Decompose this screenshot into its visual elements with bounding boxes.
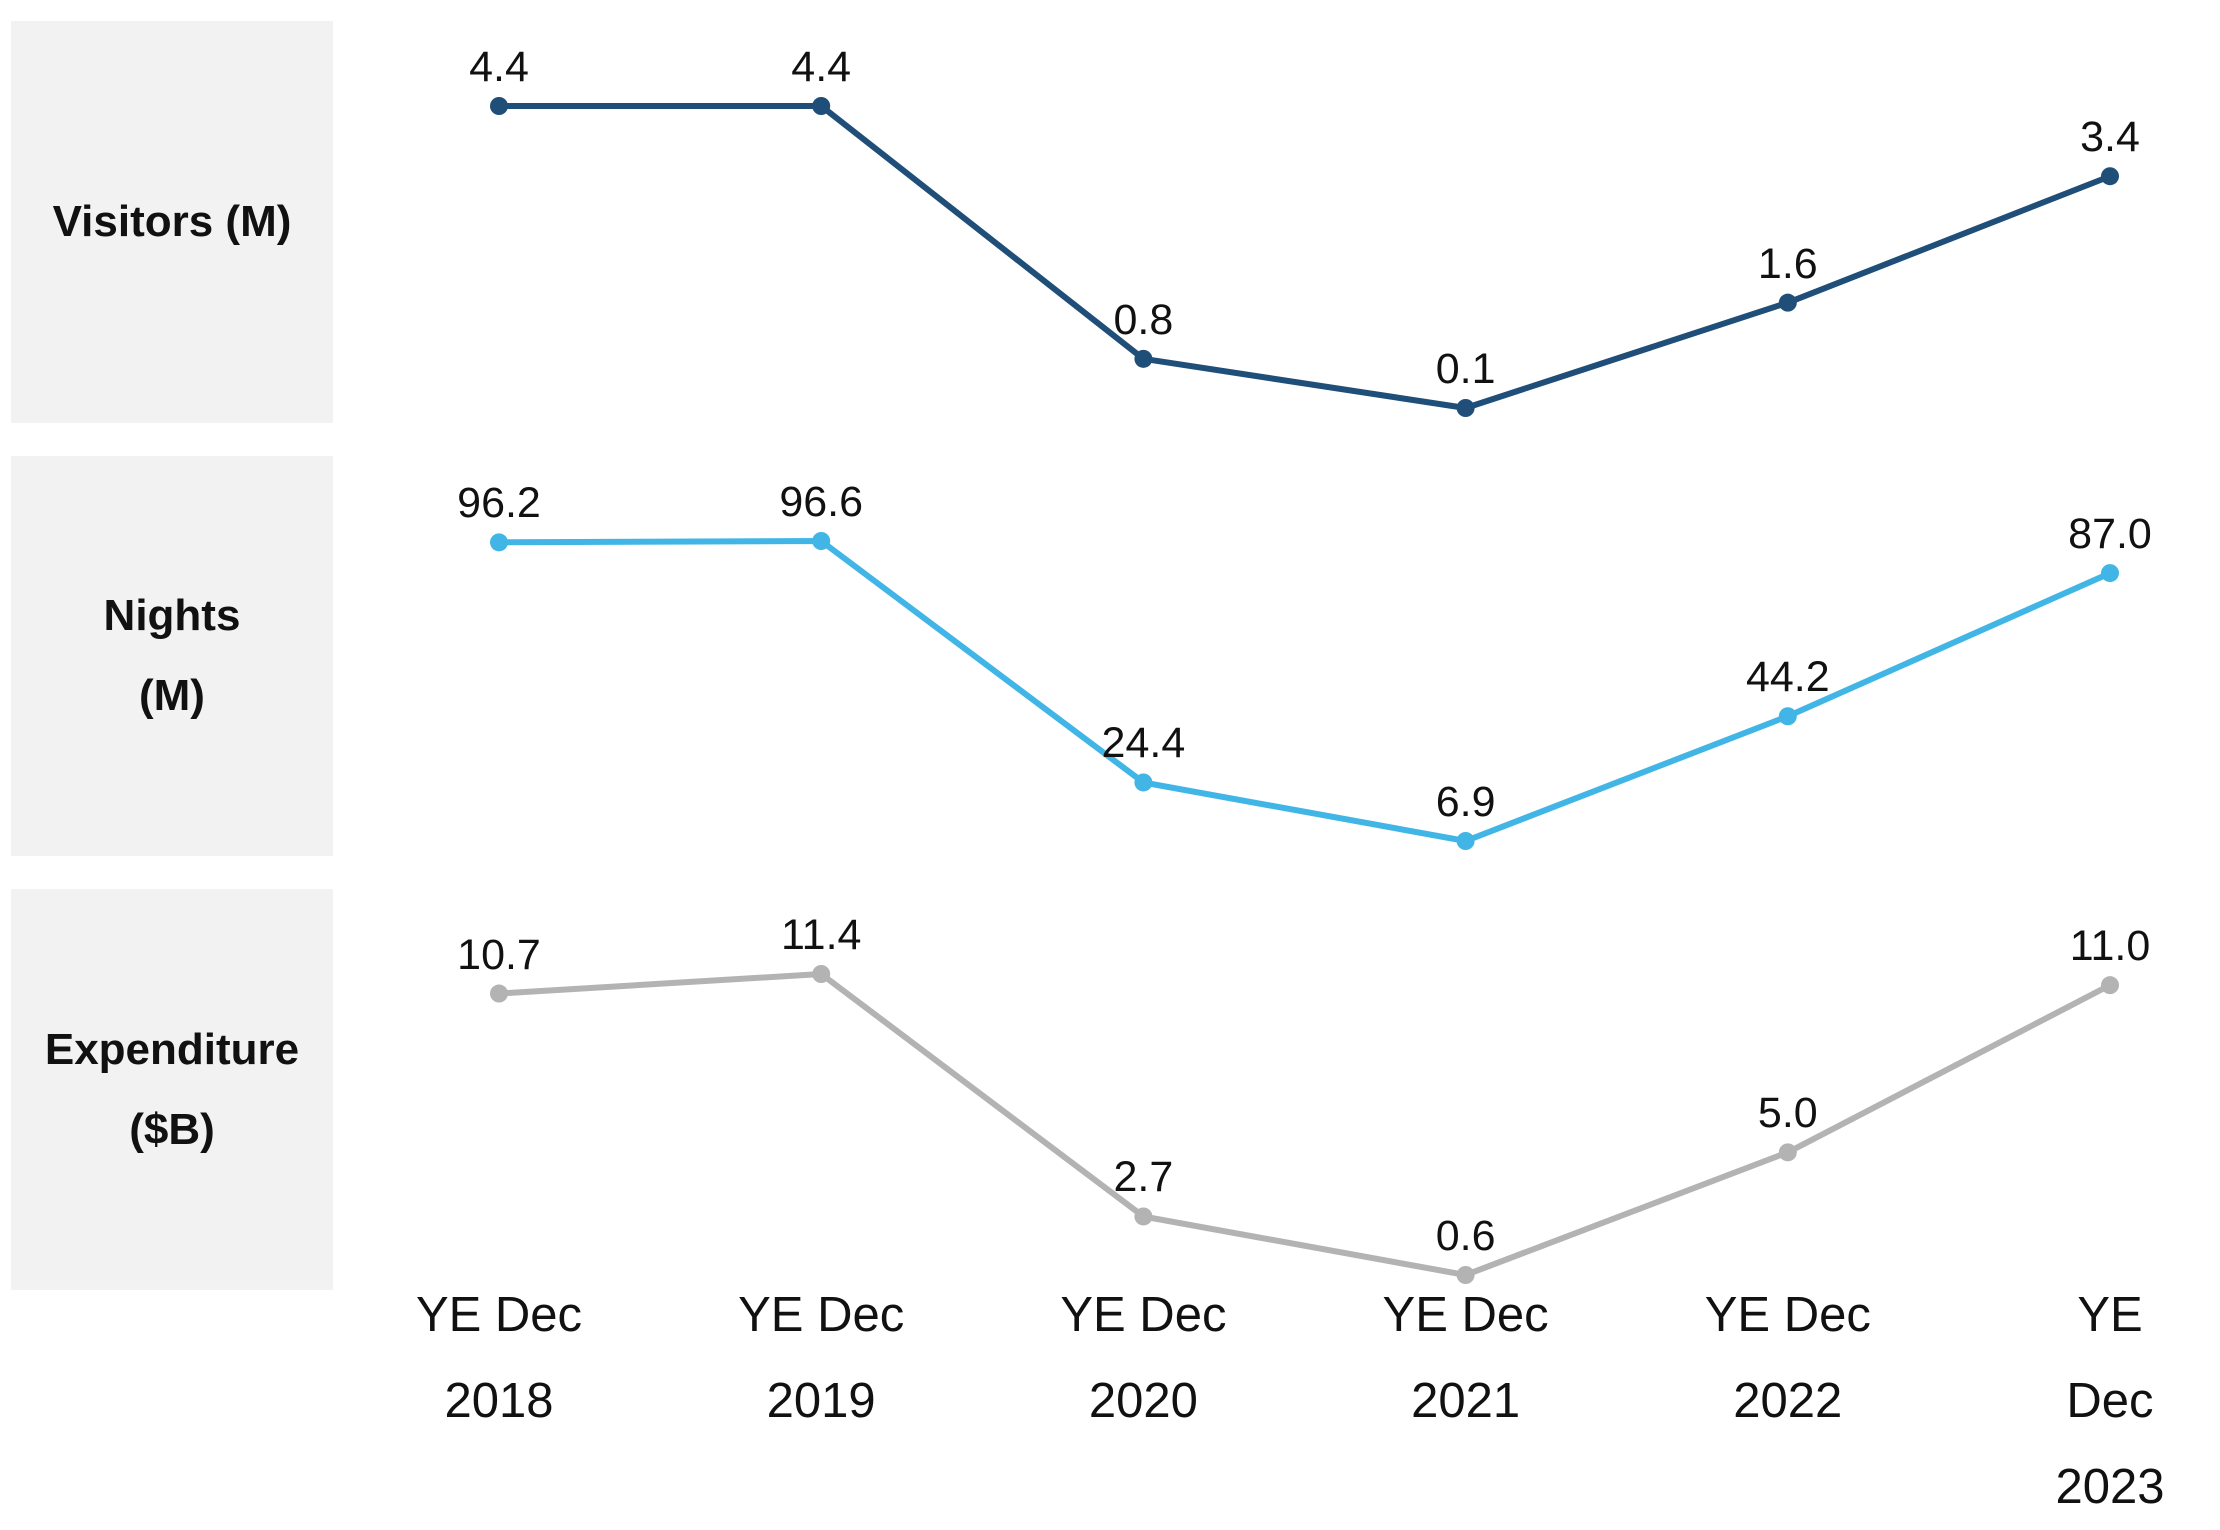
x-tick-label: YE Dec 2018 xyxy=(415,1288,583,1428)
point xyxy=(1456,1266,1475,1284)
point xyxy=(1778,1143,1797,1162)
point xyxy=(1134,1207,1153,1226)
x-tick-label: YE Dec 2023 xyxy=(2055,1288,2165,1514)
point xyxy=(2101,564,2119,583)
panel-label-box: Visitors (M) xyxy=(11,21,333,423)
data-label: 11.4 xyxy=(780,911,862,959)
point xyxy=(812,97,831,115)
data-label: 5.0 xyxy=(1757,1089,1818,1138)
data-label: 6.9 xyxy=(1435,778,1496,826)
data-label: 96.2 xyxy=(457,479,541,528)
line xyxy=(499,103,2112,411)
data-label: 4.4 xyxy=(791,43,852,91)
page: (() => { const data = JSON.parse(documen… xyxy=(11,21,2165,1514)
line xyxy=(498,538,2112,844)
data-label: 96.6 xyxy=(779,478,864,526)
point xyxy=(2101,976,2119,995)
panel-label: Visitors (M) xyxy=(52,197,292,246)
point xyxy=(1456,399,1475,417)
point xyxy=(2101,167,2119,186)
data-label: 0.1 xyxy=(1435,345,1496,393)
point xyxy=(490,984,508,1003)
data-label: 44.2 xyxy=(1745,653,1830,702)
point xyxy=(1134,773,1153,792)
point xyxy=(490,97,508,115)
data-label: 2.7 xyxy=(1113,1153,1174,1202)
data-label: 0.6 xyxy=(1435,1212,1496,1260)
data-label: 3.4 xyxy=(2080,113,2140,162)
x-tick-label: YE Dec 2019 xyxy=(738,1288,905,1428)
point xyxy=(490,533,508,552)
panel-label-box: Nights (M) xyxy=(11,456,333,856)
panel-label: Expenditure ($B) xyxy=(44,1024,300,1154)
point xyxy=(1778,293,1797,312)
panel-label: Nights (M) xyxy=(103,591,241,720)
data-label: 0.8 xyxy=(1113,295,1174,344)
point xyxy=(812,965,831,983)
chart xyxy=(490,97,2119,1284)
x-tick-label: YE Dec 2020 xyxy=(1060,1288,1227,1428)
line xyxy=(498,971,2112,1278)
data-label: 10.7 xyxy=(457,930,541,979)
point xyxy=(812,532,831,550)
x-tick-label: YE Dec 2022 xyxy=(1704,1288,1871,1428)
data-label: 87.0 xyxy=(2068,510,2152,559)
point xyxy=(1456,832,1475,850)
point xyxy=(1134,349,1153,368)
panel-label-box: Expenditure ($B) xyxy=(11,889,333,1290)
point xyxy=(1778,707,1797,726)
data-label: 24.4 xyxy=(1101,719,1186,768)
data-label: 1.6 xyxy=(1757,239,1818,288)
data-label: 11.0 xyxy=(2069,922,2151,971)
x-tick-label: YE Dec 2021 xyxy=(1382,1288,1549,1428)
data-label: 4.4 xyxy=(469,43,529,91)
